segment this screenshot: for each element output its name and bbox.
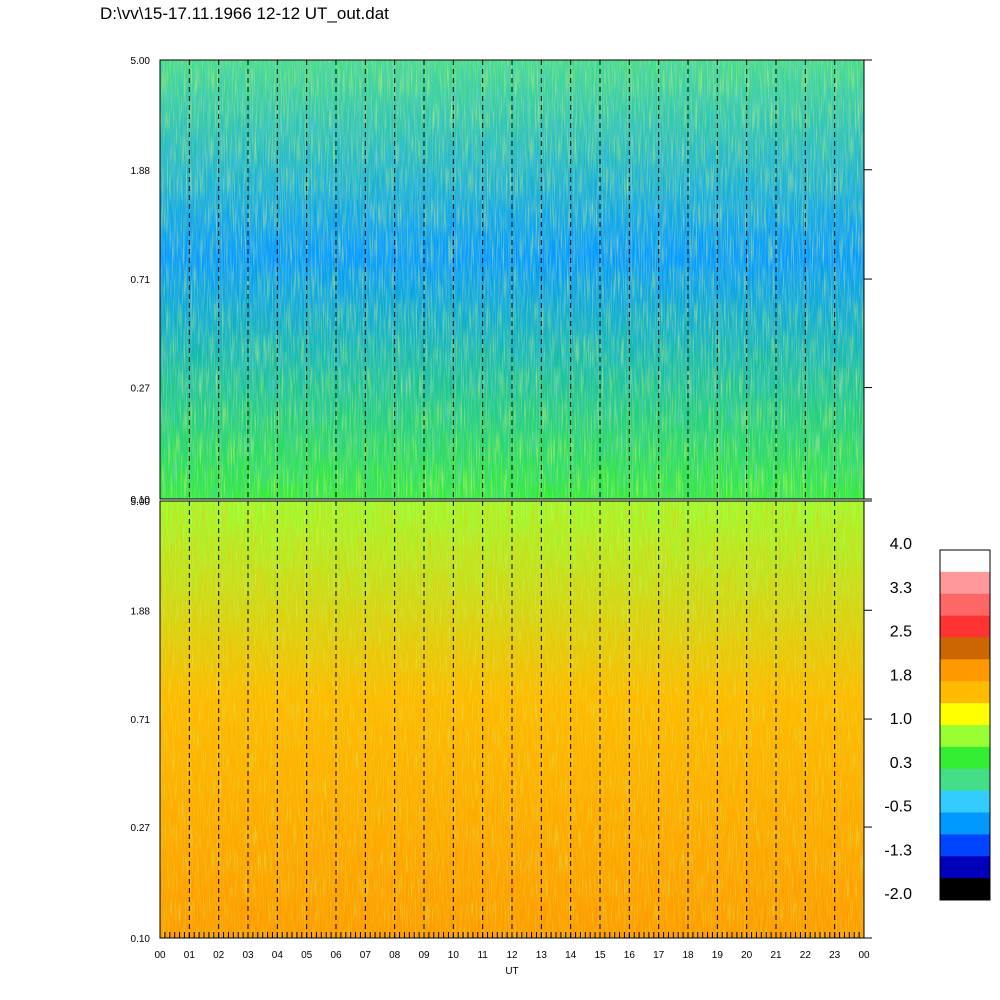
x-tick-label: 06 xyxy=(330,950,342,961)
x-tick-label: 16 xyxy=(624,950,636,961)
colorbar-label: 1.8 xyxy=(890,667,912,684)
colorbar-label: -2.0 xyxy=(884,886,912,903)
colorbar-label: 4.0 xyxy=(890,536,912,553)
x-tick-label: 12 xyxy=(506,950,518,961)
y-tick-label: 0.27 xyxy=(131,823,151,834)
colorbar-segment xyxy=(940,659,990,682)
x-tick-label: 23 xyxy=(829,950,841,961)
y-tick-label: 0.71 xyxy=(131,715,151,726)
colorbar-segment xyxy=(940,615,990,638)
colorbar-segment xyxy=(940,878,990,901)
x-tick-label: 11 xyxy=(477,950,488,961)
x-tick-label: 02 xyxy=(213,950,225,961)
x-tick-label: 18 xyxy=(682,950,694,961)
x-tick-label: 14 xyxy=(565,950,577,961)
colorbar-segment xyxy=(940,856,990,879)
colorbar-segment xyxy=(940,681,990,704)
colorbar-segment xyxy=(940,571,990,595)
x-tick-label: 03 xyxy=(242,950,254,961)
colorbar-label: 0.3 xyxy=(890,755,912,772)
colorbar-segment xyxy=(940,703,990,726)
y-tick-label: 5.00 xyxy=(131,497,151,508)
colorbar-segment xyxy=(940,812,990,835)
y-tick-label: 5.00 xyxy=(131,56,151,67)
file-title: D:\vv\15-17.11.1966 12-12 UT_out.dat xyxy=(100,4,389,23)
colorbar-label: 3.3 xyxy=(890,580,912,597)
colorbar-label: -1.3 xyxy=(884,842,912,859)
x-tick-label: 13 xyxy=(536,950,548,961)
colorbar-label: 2.5 xyxy=(890,624,912,641)
colorbar-segment xyxy=(940,550,990,573)
y-tick-label: 0.71 xyxy=(131,275,151,286)
colorbar-label: -0.5 xyxy=(884,799,912,816)
y-tick-label: 0.27 xyxy=(131,384,151,395)
x-tick-label: 19 xyxy=(712,950,724,961)
y-tick-label: 1.88 xyxy=(131,166,151,177)
x-tick-label: 04 xyxy=(272,950,284,961)
y-tick-label: 0.10 xyxy=(131,495,151,506)
x-tick-label: 15 xyxy=(594,950,606,961)
x-tick-label: 20 xyxy=(741,950,753,961)
colorbar-segment xyxy=(940,790,990,813)
x-tick-label: 05 xyxy=(301,950,313,961)
colorbar-label: 1.0 xyxy=(890,711,912,728)
x-tick-label: 21 xyxy=(770,950,782,961)
colorbar-segment xyxy=(940,834,990,857)
x-tick-label: 17 xyxy=(653,950,665,961)
x-axis-label: UT xyxy=(505,966,518,977)
x-tick-label: 07 xyxy=(360,950,372,961)
colorbar-frame xyxy=(939,549,991,901)
x-tick-label: 22 xyxy=(800,950,812,961)
colorbar-segment xyxy=(940,746,990,770)
x-tick-label: 10 xyxy=(448,950,460,961)
x-tick-label: 00 xyxy=(858,950,870,961)
colorbar-segment xyxy=(940,725,990,748)
colorbar-segment xyxy=(940,637,990,660)
x-tick-label: 00 xyxy=(154,950,166,961)
x-tick-label: 08 xyxy=(389,950,401,961)
y-tick-label: 0.10 xyxy=(131,934,151,945)
colorbar-segment xyxy=(940,593,990,617)
x-tick-label: 09 xyxy=(418,950,430,961)
x-tick-label: 01 xyxy=(184,950,196,961)
colorbar-segment xyxy=(940,768,990,792)
y-tick-label: 1.88 xyxy=(131,606,151,617)
